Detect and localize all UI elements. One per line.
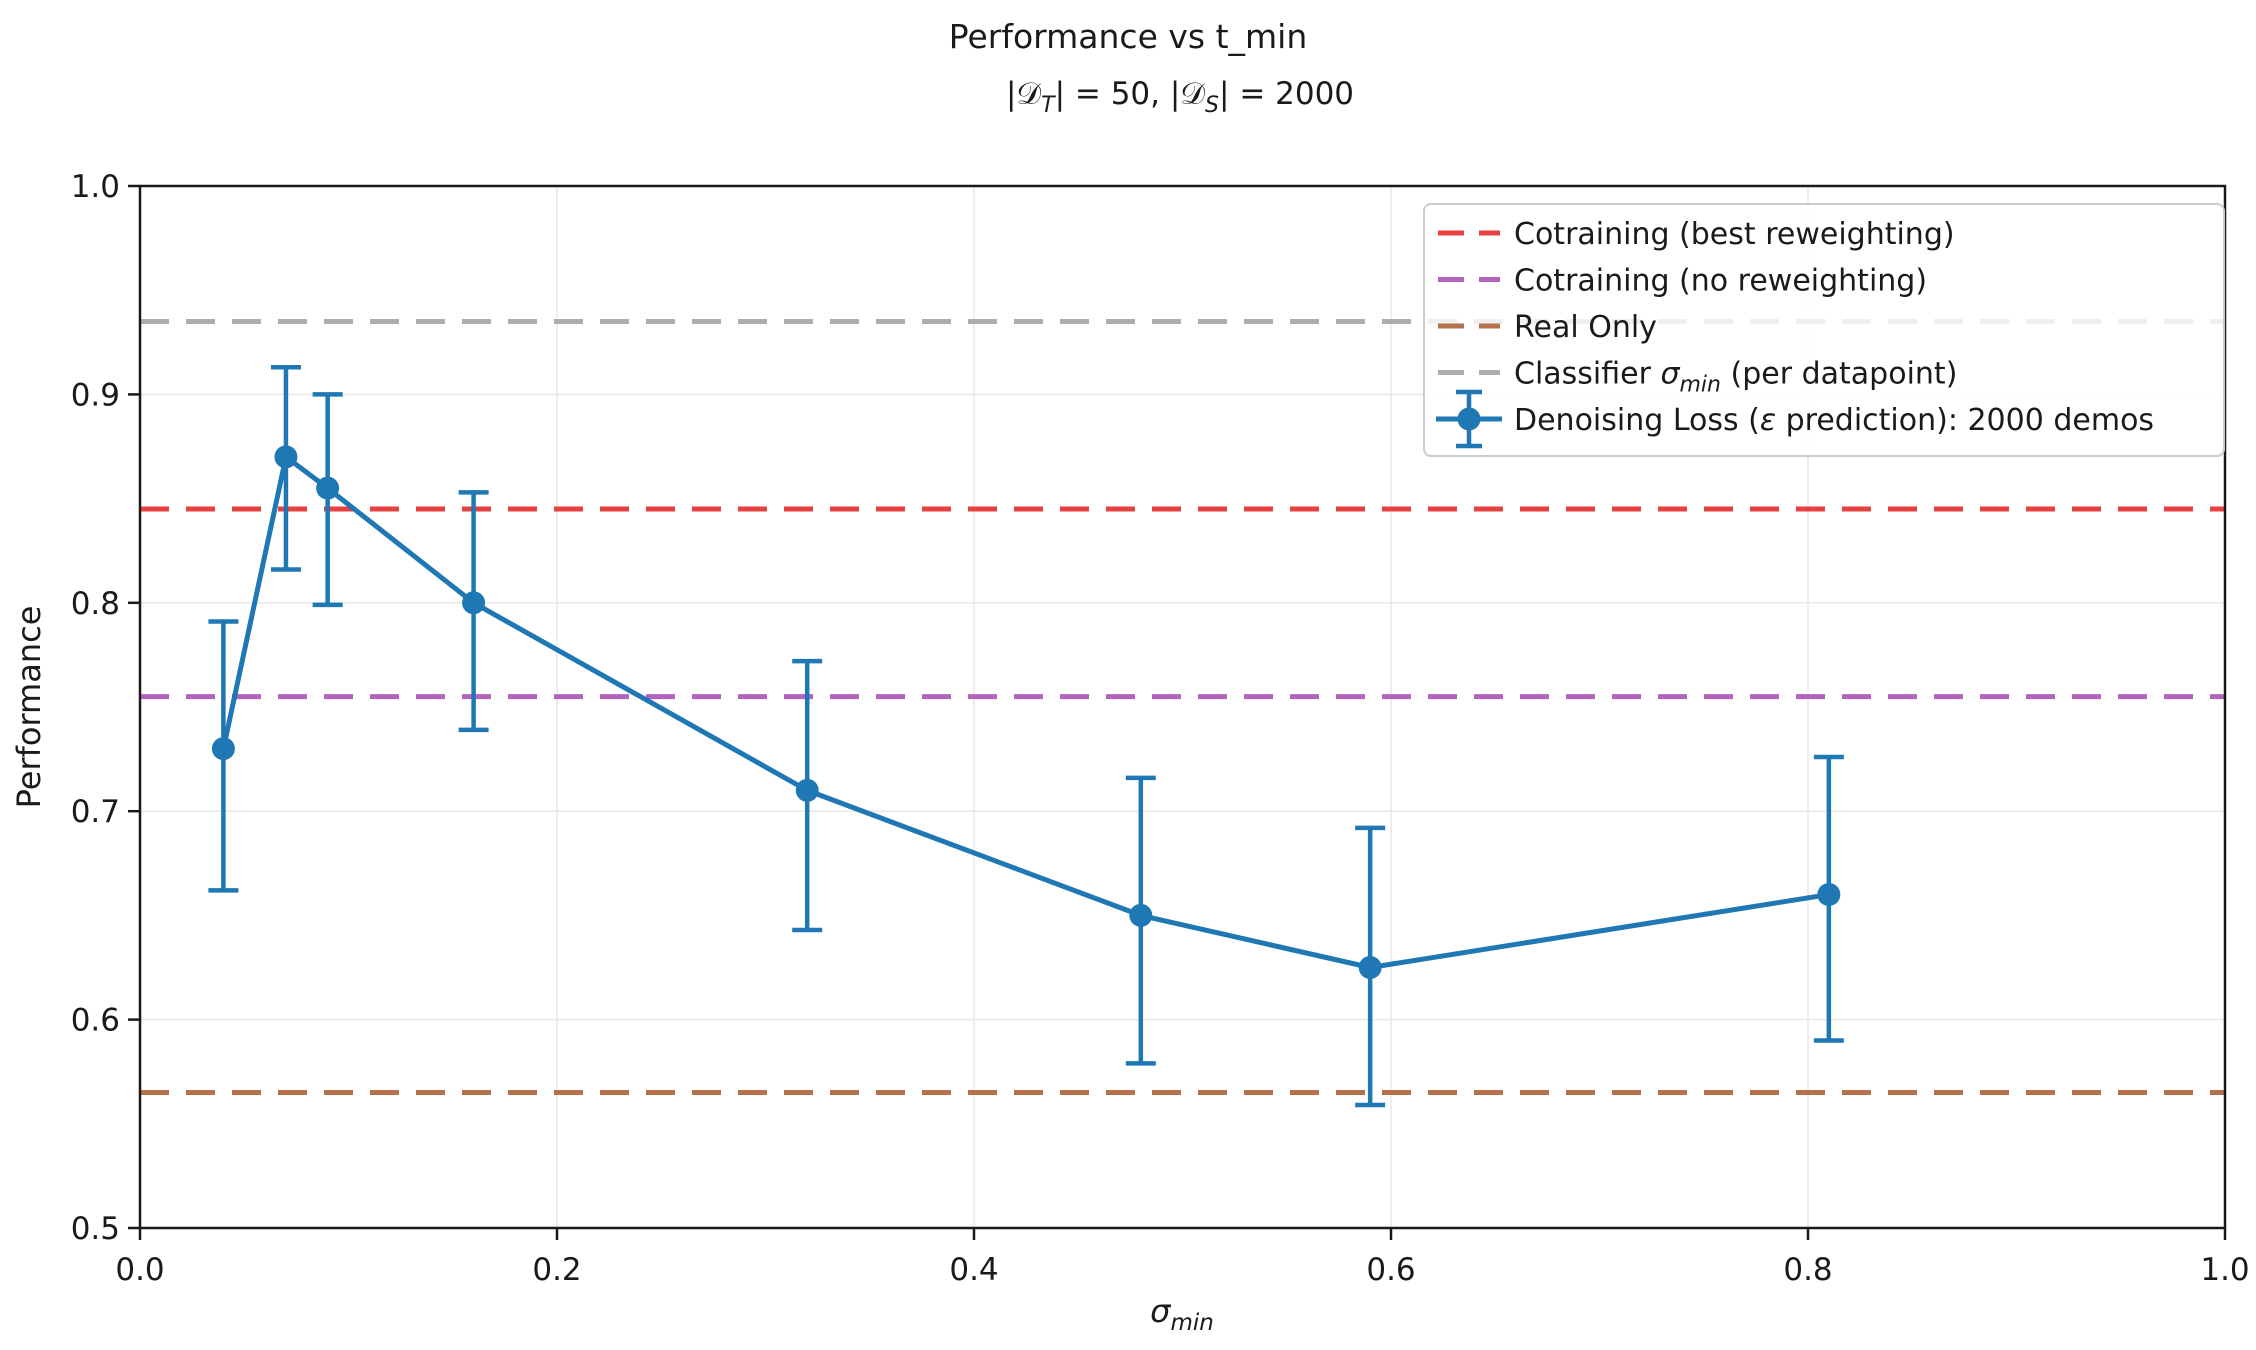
- legend: Cotraining (best reweighting) Cotraining …: [1423, 203, 2225, 457]
- baseline-lines: [140, 318, 2225, 1096]
- data-point-marker: [274, 445, 298, 469]
- data-point-marker: [211, 737, 235, 761]
- legend-label: Cotraining (best reweighting): [1514, 217, 1955, 252]
- x-tick-label: 1.0: [2200, 1252, 2249, 1288]
- series-denoising-loss: [208, 365, 1844, 1108]
- legend-label: Real Only: [1514, 310, 1657, 345]
- plot-border: [138, 184, 2227, 1230]
- x-tick-label: 0.4: [949, 1252, 998, 1288]
- x-axis-label: σmin: [1150, 1292, 1214, 1336]
- y-tick-label: 0.6: [71, 1003, 120, 1039]
- x-tick-label: 0.2: [532, 1252, 581, 1288]
- legend-entry: Cotraining (best reweighting): [1438, 217, 1955, 252]
- chart-title: Performance vs t_min: [949, 17, 1308, 56]
- legend-entry: Cotraining (no reweighting): [1438, 264, 1927, 299]
- legend-entry: Real Only: [1438, 310, 1657, 345]
- chart-subtitle: |𝒟T| = 50, |𝒟S| = 2000: [1006, 76, 1354, 118]
- legend-box: [1423, 203, 2225, 457]
- data-point-marker: [795, 778, 819, 802]
- y-tick-label: 0.8: [71, 586, 120, 622]
- y-axis-label: Performance: [10, 606, 48, 809]
- data-series: [208, 365, 1844, 1108]
- data-point-marker: [1817, 883, 1841, 907]
- legend-entry: Denoising Loss (ε prediction): 2000 demo…: [1436, 389, 2154, 449]
- data-point-marker: [462, 591, 486, 615]
- y-tick-label: 0.9: [71, 377, 120, 413]
- legend-label: Classifier σmin (per datapoint): [1514, 357, 1957, 398]
- series-line: [220, 454, 1832, 970]
- y-tick-label: 0.7: [71, 794, 120, 830]
- y-tick-label: 0.5: [71, 1211, 120, 1247]
- legend-entry: Classifier σmin (per datapoint): [1438, 357, 1957, 398]
- x-tick-label: 0.8: [1783, 1252, 1832, 1288]
- legend-label: Denoising Loss (ε prediction): 2000 demo…: [1514, 403, 2154, 438]
- x-tick-label: 0.0: [115, 1252, 164, 1288]
- y-tick-label: 1.0: [71, 169, 120, 205]
- axes: 0.0 0.2 0.4 0.6 0.8 1.0 0.5 0.6 0.7 0.8 0.9 1.0: [71, 169, 2250, 1288]
- legend-errorbar-marker: [1457, 407, 1481, 431]
- data-point-marker: [1358, 956, 1382, 979]
- x-tick-label: 0.6: [1366, 1252, 1415, 1288]
- legend-label: Cotraining (no reweighting): [1514, 264, 1927, 299]
- data-point-marker: [1129, 903, 1153, 927]
- data-point-marker: [316, 476, 340, 500]
